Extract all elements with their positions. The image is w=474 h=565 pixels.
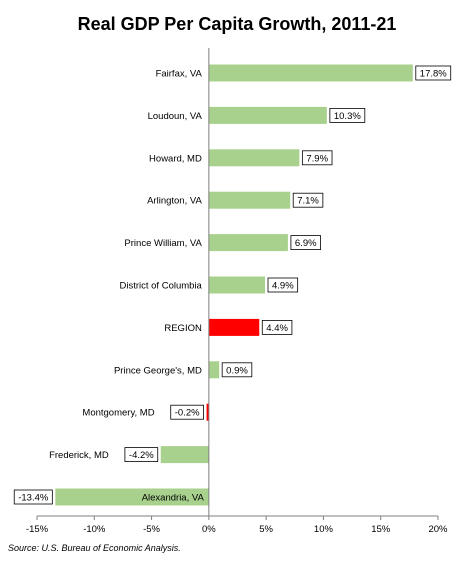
category-label-district-of-columbia: District of Columbia — [119, 281, 202, 292]
category-label-howard-md: Howard, MD — [149, 153, 202, 164]
value-box-montgomery-md — [170, 404, 204, 420]
x-axis: -15% -10% -5% 0% 5% 10% 15% 20% — [26, 48, 448, 535]
bar-howard-md — [208, 149, 300, 167]
value-box-howard-md — [301, 150, 333, 166]
bar-region — [208, 318, 260, 336]
value-label-region: 4.4% — [266, 323, 288, 334]
value-box-loudoun-va — [329, 108, 366, 123]
value-box-region — [261, 319, 293, 335]
category-label-arlington-va: Arlington, VA — [147, 196, 202, 207]
category-label-loudoun-va: Loudoun, VA — [148, 111, 203, 122]
bar-arlington-va — [208, 191, 291, 209]
value-box-prince-george-s-md — [221, 362, 253, 378]
x-tick-label: 20% — [428, 524, 448, 535]
category-label-prince-george-s-md: Prince George's, MD — [114, 365, 202, 376]
category-label-montgomery-md: Montgomery, MD — [82, 408, 154, 419]
x-tick-label: 10% — [314, 524, 334, 535]
category-label-fairfax-va: Fairfax, VA — [156, 69, 203, 80]
x-tick-label: 15% — [371, 524, 391, 535]
value-label-loudoun-va: 10.3% — [334, 111, 361, 122]
value-box-prince-william-va — [290, 235, 321, 251]
bar-frederick-md — [160, 446, 209, 464]
x-tick-label: -10% — [83, 524, 106, 535]
bar-prince-william-va — [208, 234, 288, 252]
value-label-district-of-columbia: 4.9% — [272, 281, 294, 292]
value-box-district-of-columbia — [267, 277, 299, 293]
bar-alexandria-va — [55, 488, 209, 506]
bar-loudoun-va — [208, 106, 327, 124]
category-label-prince-william-va: Prince William, VA — [124, 238, 202, 249]
value-label-arlington-va: 7.1% — [297, 196, 319, 207]
bar-fairfax-va — [208, 64, 413, 82]
value-label-prince-william-va: 6.9% — [295, 238, 317, 249]
value-label-frederick-md: -4.2% — [129, 450, 154, 461]
value-label-alexandria-va: -13.4% — [18, 493, 49, 504]
category-label-frederick-md: Frederick, MD — [49, 450, 109, 461]
source-note: Source: U.S. Bureau of Economic Analysis… — [8, 543, 181, 553]
category-label-alexandria-va: Alexandria, VA — [142, 493, 205, 504]
bars-group — [55, 64, 413, 506]
value-label-fairfax-va: 17.8% — [420, 69, 447, 80]
chart-title: Real GDP Per Capita Growth, 2011-21 — [77, 14, 397, 34]
bar-district-of-columbia — [208, 276, 265, 294]
value-box-arlington-va — [292, 192, 324, 208]
bar-prince-george-s-md — [208, 361, 220, 379]
value-box-frederick-md — [124, 447, 159, 463]
value-box-alexandria-va — [13, 489, 53, 505]
x-tick-label: 5% — [259, 524, 273, 535]
labels-group: Fairfax, VA 17.8% Loudoun, VA 10.3% Howard, … — [13, 65, 452, 505]
x-tick-label: -5% — [143, 524, 160, 535]
bar-montgomery-md — [206, 403, 209, 421]
category-label-region: REGION — [164, 323, 202, 334]
x-tick-label: -15% — [26, 524, 49, 535]
x-tick-label: 0% — [202, 524, 216, 535]
value-box-fairfax-va — [415, 65, 452, 81]
value-label-montgomery-md: -0.2% — [175, 408, 200, 419]
value-label-howard-md: 7.9% — [306, 153, 328, 164]
value-label-prince-george-s-md: 0.9% — [226, 365, 248, 376]
